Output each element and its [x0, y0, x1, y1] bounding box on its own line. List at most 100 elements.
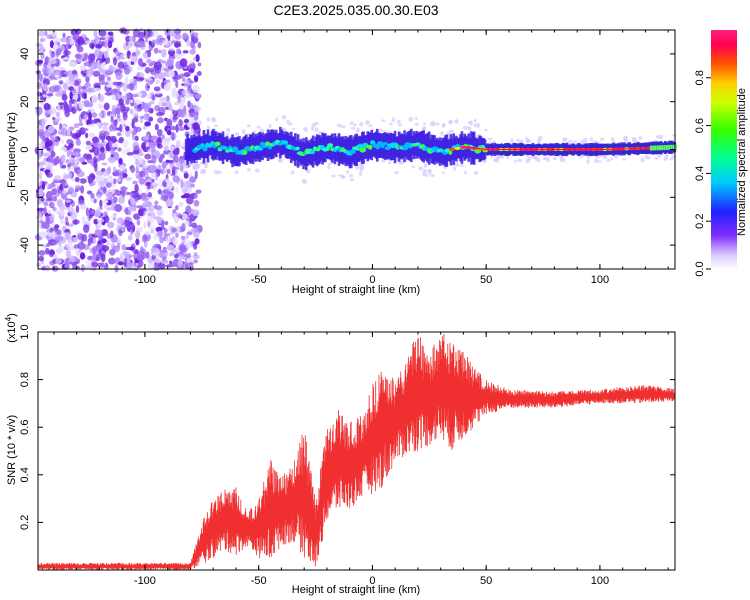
spectrogram-noise-cell: [69, 150, 73, 156]
spectrogram-noise-cell: [68, 171, 72, 180]
spectrogram-noise-cell: [55, 235, 64, 242]
spectrogram-noise-cell: [194, 194, 198, 199]
spectrogram-noise-cell: [52, 37, 61, 44]
spectrogram-noise-cell: [111, 187, 115, 195]
spectrogram-noise-cell: [101, 122, 109, 126]
spectrogram-noise-cell: [138, 209, 144, 217]
spectrogram-noise-cell: [166, 168, 171, 175]
spectrogram-noise-cell: [101, 245, 110, 252]
spectrogram-noise-cell: [71, 178, 76, 182]
spectrogram-noise-cell: [103, 40, 109, 48]
spectrogram-noise-cell: [38, 30, 46, 37]
spectrogram-faint-cell: [302, 126, 308, 131]
spectrogram-noise-cell: [72, 33, 78, 41]
spectrogram-faint-cell: [327, 165, 331, 170]
spectrogram-faint-cell: [440, 131, 444, 137]
spectrogram-tail-cell: [661, 145, 664, 151]
spectrogram-noise-cell: [49, 59, 57, 65]
spectrogram-noise-cell: [175, 186, 179, 195]
spectrogram-noise-cell: [94, 87, 101, 92]
spectrogram-noise-cell: [159, 97, 168, 102]
spectrogram-noise-cell: [107, 31, 114, 36]
spectrogram-noise-cell: [133, 213, 141, 220]
spectrogram-noise-cell: [116, 177, 122, 182]
spectrogram-noise-cell: [100, 146, 105, 153]
spectrogram-faint-cell: [302, 179, 307, 185]
spectrogram-noise-cell: [118, 228, 123, 237]
spectrogram-noise-cell: [165, 264, 174, 268]
spectrogram-noise-cell: [114, 169, 122, 177]
spectrogram-noise-cell: [74, 187, 83, 191]
snr-ytick-label: 0.6: [19, 420, 31, 435]
spectrogram-noise-cell: [44, 169, 51, 174]
spectrogram-xtick-label: 100: [591, 274, 609, 286]
spectrogram-noise-cell: [53, 210, 61, 214]
spectrogram-tail-cell: [649, 145, 652, 151]
spectrogram-noise-cell: [83, 224, 90, 233]
spectrogram-faint-cell: [234, 170, 239, 174]
spectrogram-noise-cell: [52, 196, 58, 202]
spectrogram-core-cell: [349, 149, 356, 154]
spectrogram-noise-cell: [113, 57, 118, 66]
spectrogram-noise-cell: [126, 60, 131, 66]
spectrogram-noise-cell: [126, 151, 134, 156]
spectrogram-noise-cell: [85, 140, 91, 146]
spectrogram-noise-cell: [103, 130, 110, 137]
spectrogram-noise-cell: [171, 227, 177, 233]
spectrogram-faint-cell: [398, 123, 402, 127]
spectrogram-noise-cell: [175, 168, 179, 178]
spectrogram-noise-cell: [127, 234, 133, 241]
spectrogram-noise-cell: [194, 106, 201, 112]
spectrogram-noise-cell: [118, 136, 124, 144]
spectrogram-noise-cell: [112, 178, 117, 185]
spectrogram-noise-cell: [197, 41, 202, 49]
spectrogram-noise-cell: [92, 246, 99, 255]
spectrogram-noise-cell: [88, 132, 96, 138]
spectrogram-plot-area: [34, 27, 677, 273]
spectrogram-noise-cell: [129, 108, 134, 115]
spectrogram-core-cell: [222, 146, 228, 150]
spectrogram-noise-cell: [145, 82, 150, 92]
spectrogram-noise-cell: [124, 216, 132, 223]
spectrogram-faint-cell: [644, 155, 649, 159]
spectrogram-xtick-label: -100: [134, 274, 156, 286]
spectrogram-noise-cell: [91, 261, 98, 268]
spectrogram-noise-cell: [90, 209, 94, 215]
spectrogram-faint-cell: [206, 125, 211, 129]
spectrogram-noise-cell: [182, 32, 188, 40]
spectrogram-noise-cell: [78, 122, 84, 127]
spectrogram-noise-cell: [92, 70, 101, 77]
spectrogram-faint-cell: [425, 173, 429, 177]
spectrogram-noise-cell: [134, 50, 139, 58]
spectrogram-noise-cell: [152, 182, 156, 186]
spectrogram-noise-cell: [175, 205, 179, 211]
spectrogram-faint-cell: [514, 159, 518, 163]
spectrogram-noise-cell: [172, 208, 177, 214]
spectrogram-noise-cell: [107, 40, 113, 49]
spectrogram-noise-cell: [111, 142, 118, 148]
spectrogram-noise-cell: [85, 145, 93, 151]
spectrogram-faint-cell: [459, 164, 465, 167]
spectrogram-noise-cell: [114, 50, 120, 57]
spectrogram-noise-cell: [131, 190, 140, 199]
spectrogram-noise-cell: [178, 126, 186, 131]
spectrogram-noise-cell: [193, 259, 199, 264]
spectrogram-noise-cell: [154, 123, 159, 131]
spectrogram-noise-cell: [63, 184, 69, 189]
spectrogram-noise-cell: [97, 222, 102, 228]
colorbar: 0.0 0.2 0.4 0.6 0.8 Normalized spectral ampl…: [694, 30, 748, 277]
spectrogram-noise-cell: [45, 190, 53, 200]
spectrogram-noise-cell: [115, 71, 123, 81]
spectrogram-noise-cell: [129, 82, 135, 91]
snr-ytick-label: 0.8: [19, 372, 31, 387]
spectrogram-faint-cell: [622, 137, 627, 141]
spectrogram-noise-cell: [98, 180, 105, 190]
spectrogram-band-cell: [186, 133, 189, 166]
spectrogram-ytick-label: -40: [19, 237, 31, 253]
spectrogram-noise-cell: [72, 94, 79, 100]
spectrogram-noise-cell: [71, 108, 77, 114]
spectrogram-noise-cell: [157, 72, 166, 80]
spectrogram-noise-cell: [86, 190, 93, 195]
spectrogram-noise-cell: [130, 164, 135, 174]
spectrogram-noise-cell: [68, 255, 76, 263]
